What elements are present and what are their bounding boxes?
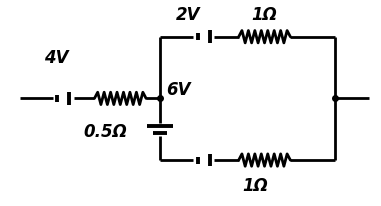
Text: 1Ω: 1Ω xyxy=(242,176,268,194)
Text: 0.5Ω: 0.5Ω xyxy=(83,123,127,141)
Text: 2V: 2V xyxy=(176,6,201,24)
Text: 1Ω: 1Ω xyxy=(251,6,277,24)
Text: 6V: 6V xyxy=(166,81,190,99)
Text: 4V: 4V xyxy=(44,49,69,67)
